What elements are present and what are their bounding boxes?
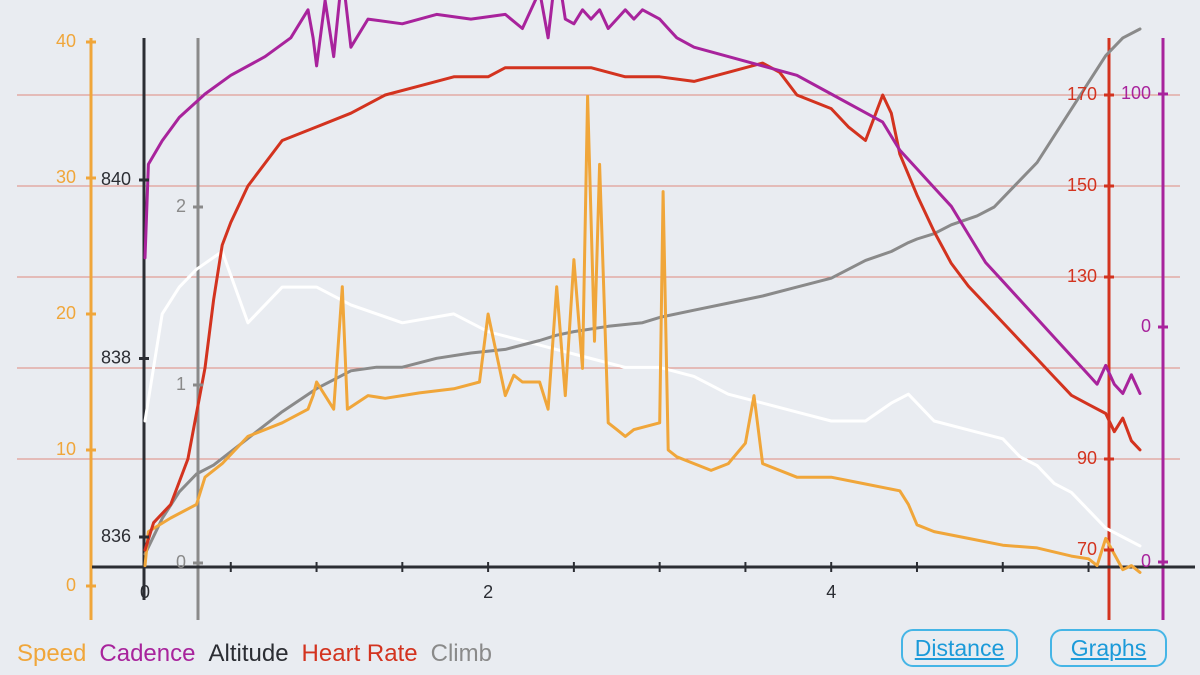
heart-rate-tick-label: 130	[1067, 266, 1097, 286]
legend-speed: Speed	[17, 640, 87, 667]
heart-rate-tick-label: 90	[1077, 448, 1097, 468]
series	[143, 0, 1142, 574]
speed-tick-label: 10	[56, 439, 76, 459]
speed-tick-label: 0	[66, 575, 76, 595]
axes	[89, 38, 1195, 620]
heart-rate-tick-label: 150	[1067, 175, 1097, 195]
x-tick-label: 0	[140, 582, 150, 602]
speed-tick-label: 30	[56, 167, 76, 187]
series-line-climb	[143, 27, 1142, 556]
climb-tick-label: 0	[176, 552, 186, 572]
legend-altitude: Altitude	[208, 640, 289, 667]
legend-cadence: Cadence	[99, 640, 196, 667]
series-line-heart-rate	[143, 61, 1142, 552]
cadence-tick-label: 0	[1141, 316, 1151, 336]
heart-rate-tick-label: 70	[1077, 539, 1097, 559]
altitude-tick-label: 838	[101, 347, 131, 367]
series-line-speed	[143, 94, 1142, 574]
speed-tick-label: 40	[56, 31, 76, 51]
cadence-tick-label: 100	[1121, 83, 1151, 103]
distance-button[interactable]: Distance	[901, 629, 1018, 667]
gridlines	[17, 94, 1180, 460]
legend: Speed Cadence Altitude Heart Rate Climb	[17, 640, 492, 668]
climb-tick-label: 1	[176, 374, 186, 394]
altitude-tick-label: 840	[101, 169, 131, 189]
altitude-tick-label: 836	[101, 526, 131, 546]
legend-heart-rate: Heart Rate	[301, 640, 418, 667]
heart-rate-tick-label: 170	[1067, 84, 1097, 104]
graphs-button[interactable]: Graphs	[1050, 629, 1167, 667]
series-line-altitude	[143, 249, 1142, 548]
x-tick-label: 4	[826, 582, 836, 602]
legend-climb: Climb	[430, 640, 492, 667]
tick-labels: 0 10 20 30 40 836 838 840 0 1 2 70 90 130 150 170 0 0 100 0…	[56, 31, 1168, 602]
series-line-cadence	[143, 0, 1142, 395]
climb-tick-label: 2	[176, 196, 186, 216]
speed-tick-label: 20	[56, 303, 76, 323]
x-tick-label: 2	[483, 582, 493, 602]
cadence-tick-label: 0	[1141, 551, 1151, 571]
